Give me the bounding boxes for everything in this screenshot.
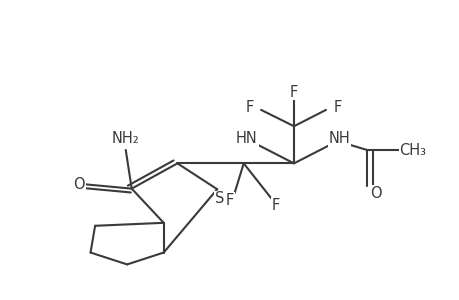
Text: F: F [289, 85, 297, 100]
Text: CH₃: CH₃ [398, 142, 425, 158]
Text: F: F [245, 100, 253, 115]
Text: F: F [271, 198, 279, 213]
Text: F: F [333, 100, 341, 115]
Text: S: S [214, 191, 224, 206]
Text: F: F [225, 193, 234, 208]
Text: NH: NH [328, 131, 350, 146]
Text: O: O [369, 186, 381, 201]
Text: NH₂: NH₂ [112, 130, 140, 146]
Text: HN: HN [235, 131, 257, 146]
Text: O: O [73, 177, 85, 192]
